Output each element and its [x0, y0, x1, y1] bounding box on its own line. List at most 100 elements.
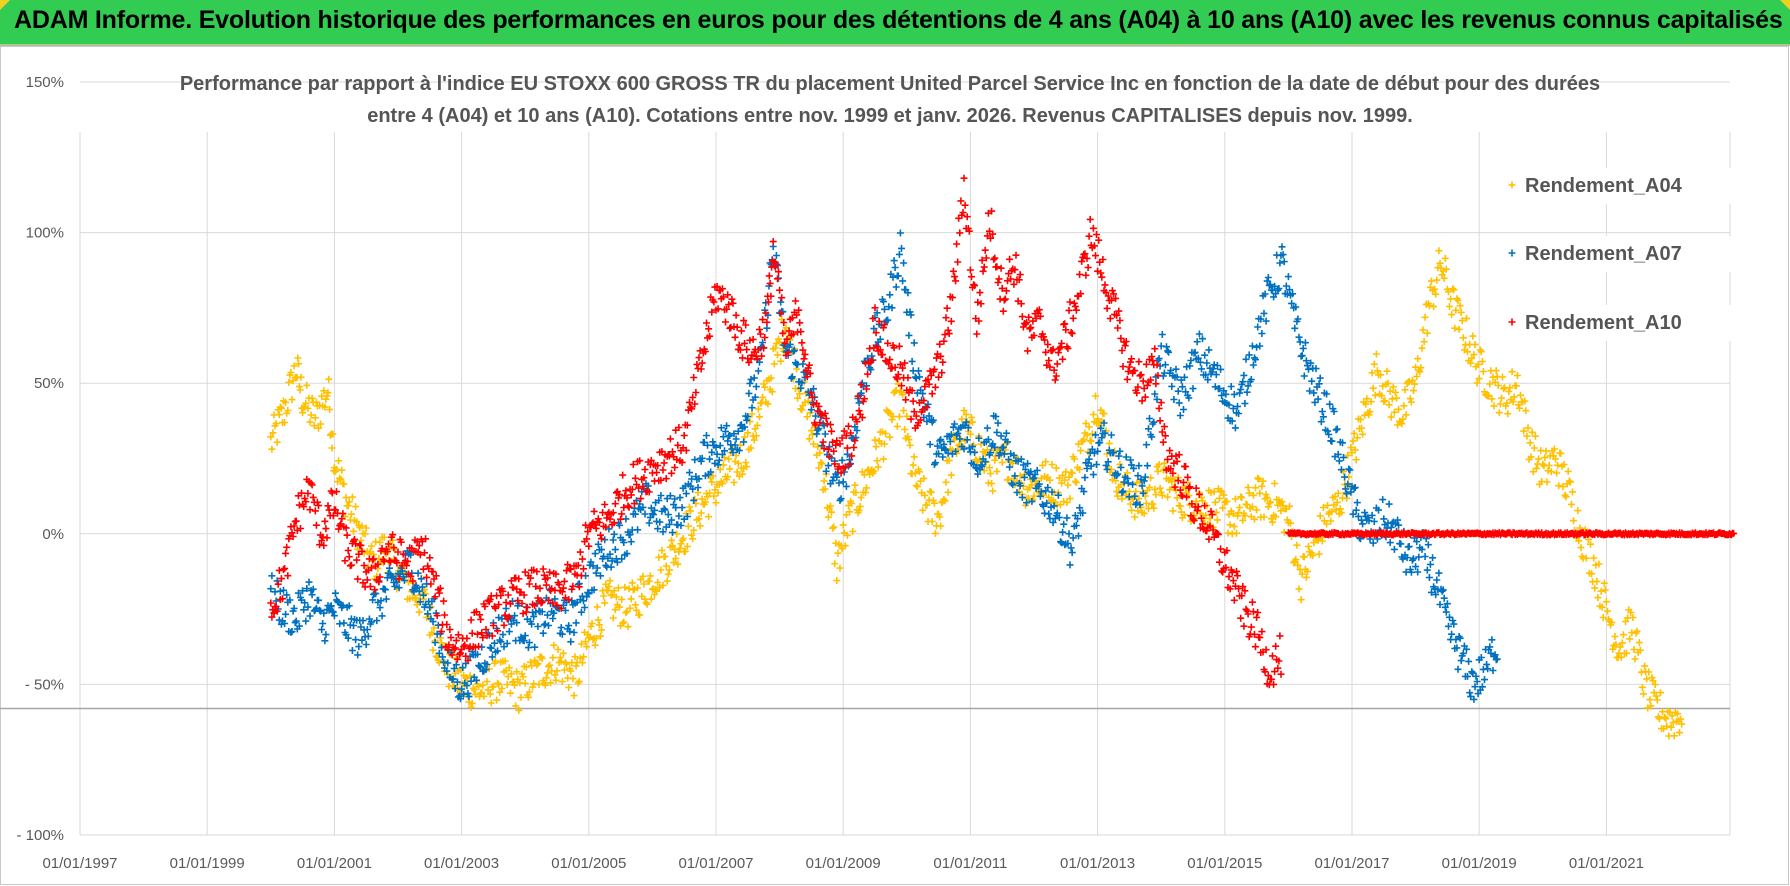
data-point-Rendement_A10 [963, 213, 971, 221]
data-point-Rendement_A04 [1239, 516, 1247, 524]
data-point-Rendement_A10 [765, 298, 772, 306]
data-point-Rendement_A10 [798, 339, 806, 347]
data-point-Rendement_A10 [884, 339, 892, 347]
data-point-Rendement_A10 [280, 566, 287, 574]
data-point-Rendement_A10 [338, 515, 346, 523]
data-point-Rendement_A10 [975, 317, 983, 325]
data-point-Rendement_A04 [288, 396, 296, 404]
data-point-Rendement_A07 [1036, 492, 1044, 500]
data-point-Rendement_A04 [1217, 487, 1225, 495]
data-point-Rendement_A04 [1206, 515, 1214, 522]
data-point-Rendement_A10 [1730, 529, 1738, 537]
data-point-Rendement_A07 [1465, 657, 1473, 665]
data-point-Rendement_A07 [1453, 644, 1461, 652]
data-point-Rendement_A07 [654, 525, 662, 533]
data-point-Rendement_A04 [697, 509, 705, 517]
data-point-Rendement_A07 [1048, 488, 1056, 496]
data-point-Rendement_A04 [1559, 483, 1567, 491]
data-point-Rendement_A10 [1097, 269, 1105, 277]
data-point-Rendement_A04 [342, 494, 350, 502]
data-point-Rendement_A04 [1667, 723, 1675, 731]
data-point-Rendement_A04 [815, 464, 823, 472]
data-point-Rendement_A10 [842, 432, 850, 440]
data-point-Rendement_A07 [1021, 473, 1028, 481]
data-point-Rendement_A07 [886, 291, 894, 299]
data-point-Rendement_A07 [1247, 376, 1255, 383]
data-point-Rendement_A04 [777, 357, 785, 365]
data-point-Rendement_A04 [688, 531, 696, 539]
data-point-Rendement_A04 [1112, 477, 1120, 485]
data-point-Rendement_A04 [770, 360, 778, 368]
data-point-Rendement_A07 [1493, 655, 1501, 663]
data-point-Rendement_A04 [1561, 491, 1569, 499]
data-point-Rendement_A04 [1253, 506, 1261, 514]
data-point-Rendement_A04 [275, 411, 283, 419]
data-point-Rendement_A04 [1395, 405, 1403, 413]
data-point-Rendement_A04 [612, 593, 620, 601]
data-point-Rendement_A04 [611, 606, 619, 614]
data-point-Rendement_A04 [1142, 499, 1150, 507]
data-point-Rendement_A04 [1553, 469, 1561, 477]
data-point-Rendement_A04 [1670, 732, 1678, 740]
data-point-Rendement_A04 [668, 536, 675, 544]
data-point-Rendement_A10 [792, 297, 799, 305]
data-point-Rendement_A04 [336, 474, 344, 482]
data-point-Rendement_A07 [1205, 346, 1213, 354]
data-point-Rendement_A04 [1236, 504, 1244, 511]
data-point-Rendement_A10 [282, 549, 290, 557]
data-point-Rendement_A07 [843, 450, 851, 458]
data-point-Rendement_A04 [725, 455, 733, 463]
data-point-Rendement_A10 [421, 549, 428, 557]
data-point-Rendement_A07 [1443, 600, 1451, 608]
data-point-Rendement_A04 [470, 686, 478, 694]
data-point-Rendement_A10 [843, 444, 851, 452]
data-point-Rendement_A07 [1468, 668, 1476, 676]
data-point-Rendement_A10 [431, 593, 439, 601]
data-point-Rendement_A04 [1417, 364, 1425, 372]
data-point-Rendement_A04 [1286, 502, 1293, 510]
data-point-Rendement_A07 [1330, 408, 1338, 415]
data-point-Rendement_A07 [309, 585, 317, 593]
x-tick-label: 01/01/2021 [1569, 855, 1644, 872]
data-point-Rendement_A07 [459, 664, 467, 672]
data-point-Rendement_A04 [1626, 635, 1634, 643]
data-point-Rendement_A10 [347, 561, 355, 569]
data-point-Rendement_A04 [863, 484, 870, 492]
data-point-Rendement_A10 [602, 523, 610, 531]
data-point-Rendement_A10 [295, 501, 303, 509]
legend-bg [1498, 236, 1738, 272]
data-point-Rendement_A04 [1598, 603, 1606, 611]
data-point-Rendement_A10 [836, 440, 844, 448]
data-point-Rendement_A07 [287, 628, 295, 636]
data-point-Rendement_A04 [968, 414, 975, 421]
data-point-Rendement_A07 [1161, 361, 1169, 369]
data-point-Rendement_A10 [513, 585, 521, 593]
data-point-Rendement_A10 [742, 321, 750, 329]
data-point-Rendement_A07 [497, 638, 505, 646]
data-point-Rendement_A07 [1010, 451, 1018, 459]
data-point-Rendement_A10 [576, 548, 584, 556]
data-point-Rendement_A10 [784, 349, 792, 357]
data-point-Rendement_A07 [840, 468, 848, 476]
data-point-Rendement_A07 [853, 427, 861, 434]
data-point-Rendement_A04 [626, 604, 634, 612]
data-point-Rendement_A10 [695, 354, 703, 362]
data-point-Rendement_A07 [890, 257, 898, 265]
data-point-Rendement_A07 [417, 575, 425, 583]
data-point-Rendement_A07 [1252, 356, 1259, 364]
data-point-Rendement_A10 [825, 453, 833, 461]
data-point-Rendement_A10 [767, 292, 775, 300]
data-point-Rendement_A04 [493, 696, 501, 704]
data-point-Rendement_A10 [840, 427, 848, 435]
data-point-Rendement_A04 [1389, 383, 1397, 391]
data-point-Rendement_A07 [626, 531, 634, 538]
data-point-Rendement_A04 [690, 526, 698, 534]
data-point-Rendement_A07 [701, 472, 709, 480]
x-tick-label: 01/01/2011 [933, 855, 1007, 872]
data-point-Rendement_A04 [1045, 493, 1053, 501]
data-point-Rendement_A10 [973, 330, 981, 338]
data-point-Rendement_A07 [1489, 667, 1497, 674]
data-point-Rendement_A10 [302, 498, 310, 506]
data-point-Rendement_A04 [1060, 498, 1068, 505]
data-point-Rendement_A10 [886, 356, 894, 364]
